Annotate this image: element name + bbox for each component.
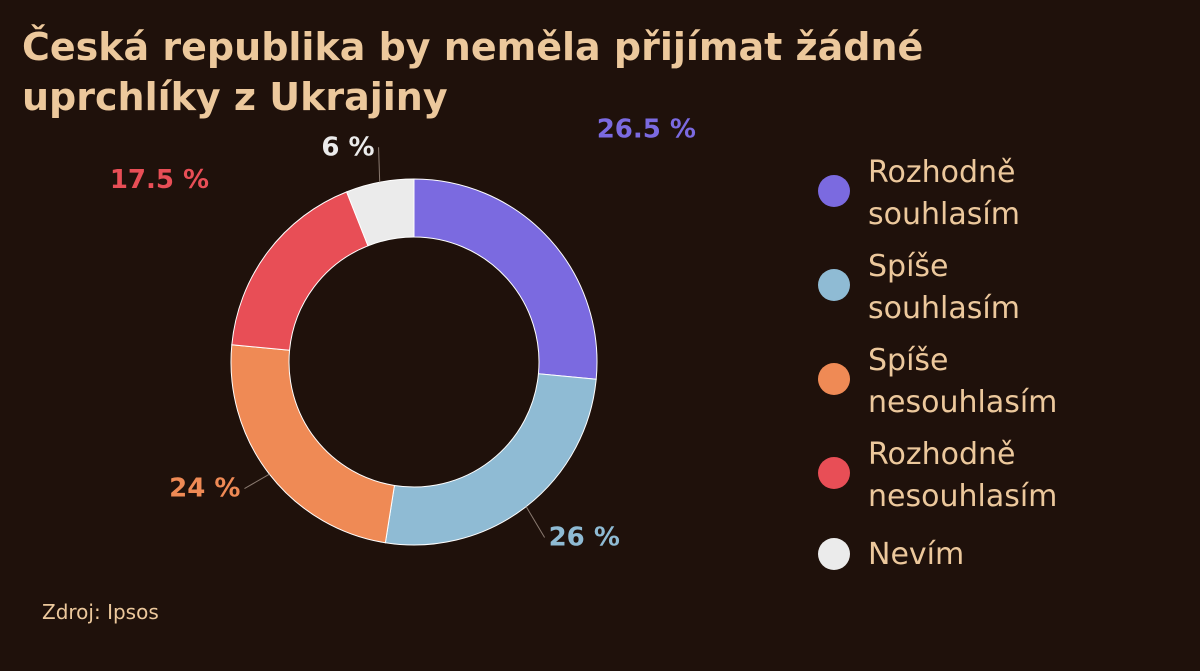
legend-label: Spíše souhlasím: [868, 246, 1188, 330]
legend-label-line: Spíše: [868, 343, 949, 378]
legend-swatch: [818, 538, 850, 570]
label-leader-lines: [244, 147, 546, 538]
legend-label-line: Nevím: [868, 537, 965, 572]
legend-label: Rozhodně nesouhlasím: [868, 434, 1188, 518]
donut-chart: 26.5 % 26 % 24 % 17.5 % 6 %: [110, 115, 696, 553]
legend-swatch: [818, 363, 850, 395]
leader-line: [525, 506, 546, 538]
legend: Rozhodně souhlasím Spíše souhlasím Spíše…: [818, 150, 1188, 586]
legend-label-line: souhlasím: [868, 197, 1020, 232]
legend-label-line: Spíše: [868, 249, 949, 284]
legend-label-line: Rozhodně: [868, 437, 1016, 472]
chart-title: Česká republika by neměla přijímat žádné…: [22, 22, 1042, 122]
legend-item-rozhodne-souhlasim: Rozhodně souhlasím: [818, 150, 1188, 244]
legend-label-line: nesouhlasím: [868, 385, 1058, 420]
slice-nevim: [345, 178, 415, 247]
legend-item-spise-nesouhlasim: Spíše nesouhlasím: [818, 338, 1188, 432]
data-labels: 26.5 % 26 % 24 % 17.5 % 6 %: [110, 115, 696, 553]
legend-item-nevim: Nevím: [818, 526, 1188, 586]
leader-line: [244, 473, 270, 490]
legend-label-line: souhlasím: [868, 291, 1020, 326]
legend-swatch: [818, 269, 850, 301]
legend-label: Spíše nesouhlasím: [868, 340, 1188, 424]
leader-line: [378, 147, 381, 183]
legend-swatch: [818, 175, 850, 207]
slice-rozhodne-nesouhlasim: [231, 191, 369, 351]
donut-slices: [230, 178, 598, 546]
label-rozhodne-nesouhlasim: 17.5 %: [110, 165, 209, 195]
legend-item-rozhodne-nesouhlasim: Rozhodně nesouhlasím: [818, 432, 1188, 526]
legend-swatch: [818, 457, 850, 489]
legend-label: Nevím: [868, 534, 1188, 576]
source-note: Zdroj: Ipsos: [42, 600, 159, 624]
slice-spise-souhlasim: [384, 373, 597, 546]
legend-label-line: Rozhodně: [868, 155, 1016, 190]
slice-spise-nesouhlasim: [230, 344, 396, 544]
legend-label-line: nesouhlasím: [868, 479, 1058, 514]
legend-label: Rozhodně souhlasím: [868, 152, 1188, 236]
label-rozhodne-souhlasim: 26.5 %: [597, 115, 696, 145]
slice-rozhodne-souhlasim: [413, 178, 598, 380]
label-spise-souhlasim: 26 %: [549, 523, 620, 553]
label-nevim: 6 %: [321, 132, 374, 162]
label-spise-nesouhlasim: 24 %: [169, 474, 240, 504]
chart-title-line-1: Česká republika by neměla přijímat žádné: [22, 25, 924, 69]
legend-item-spise-souhlasim: Spíše souhlasím: [818, 244, 1188, 338]
chart-title-line-2: uprchlíky z Ukrajiny: [22, 75, 448, 119]
